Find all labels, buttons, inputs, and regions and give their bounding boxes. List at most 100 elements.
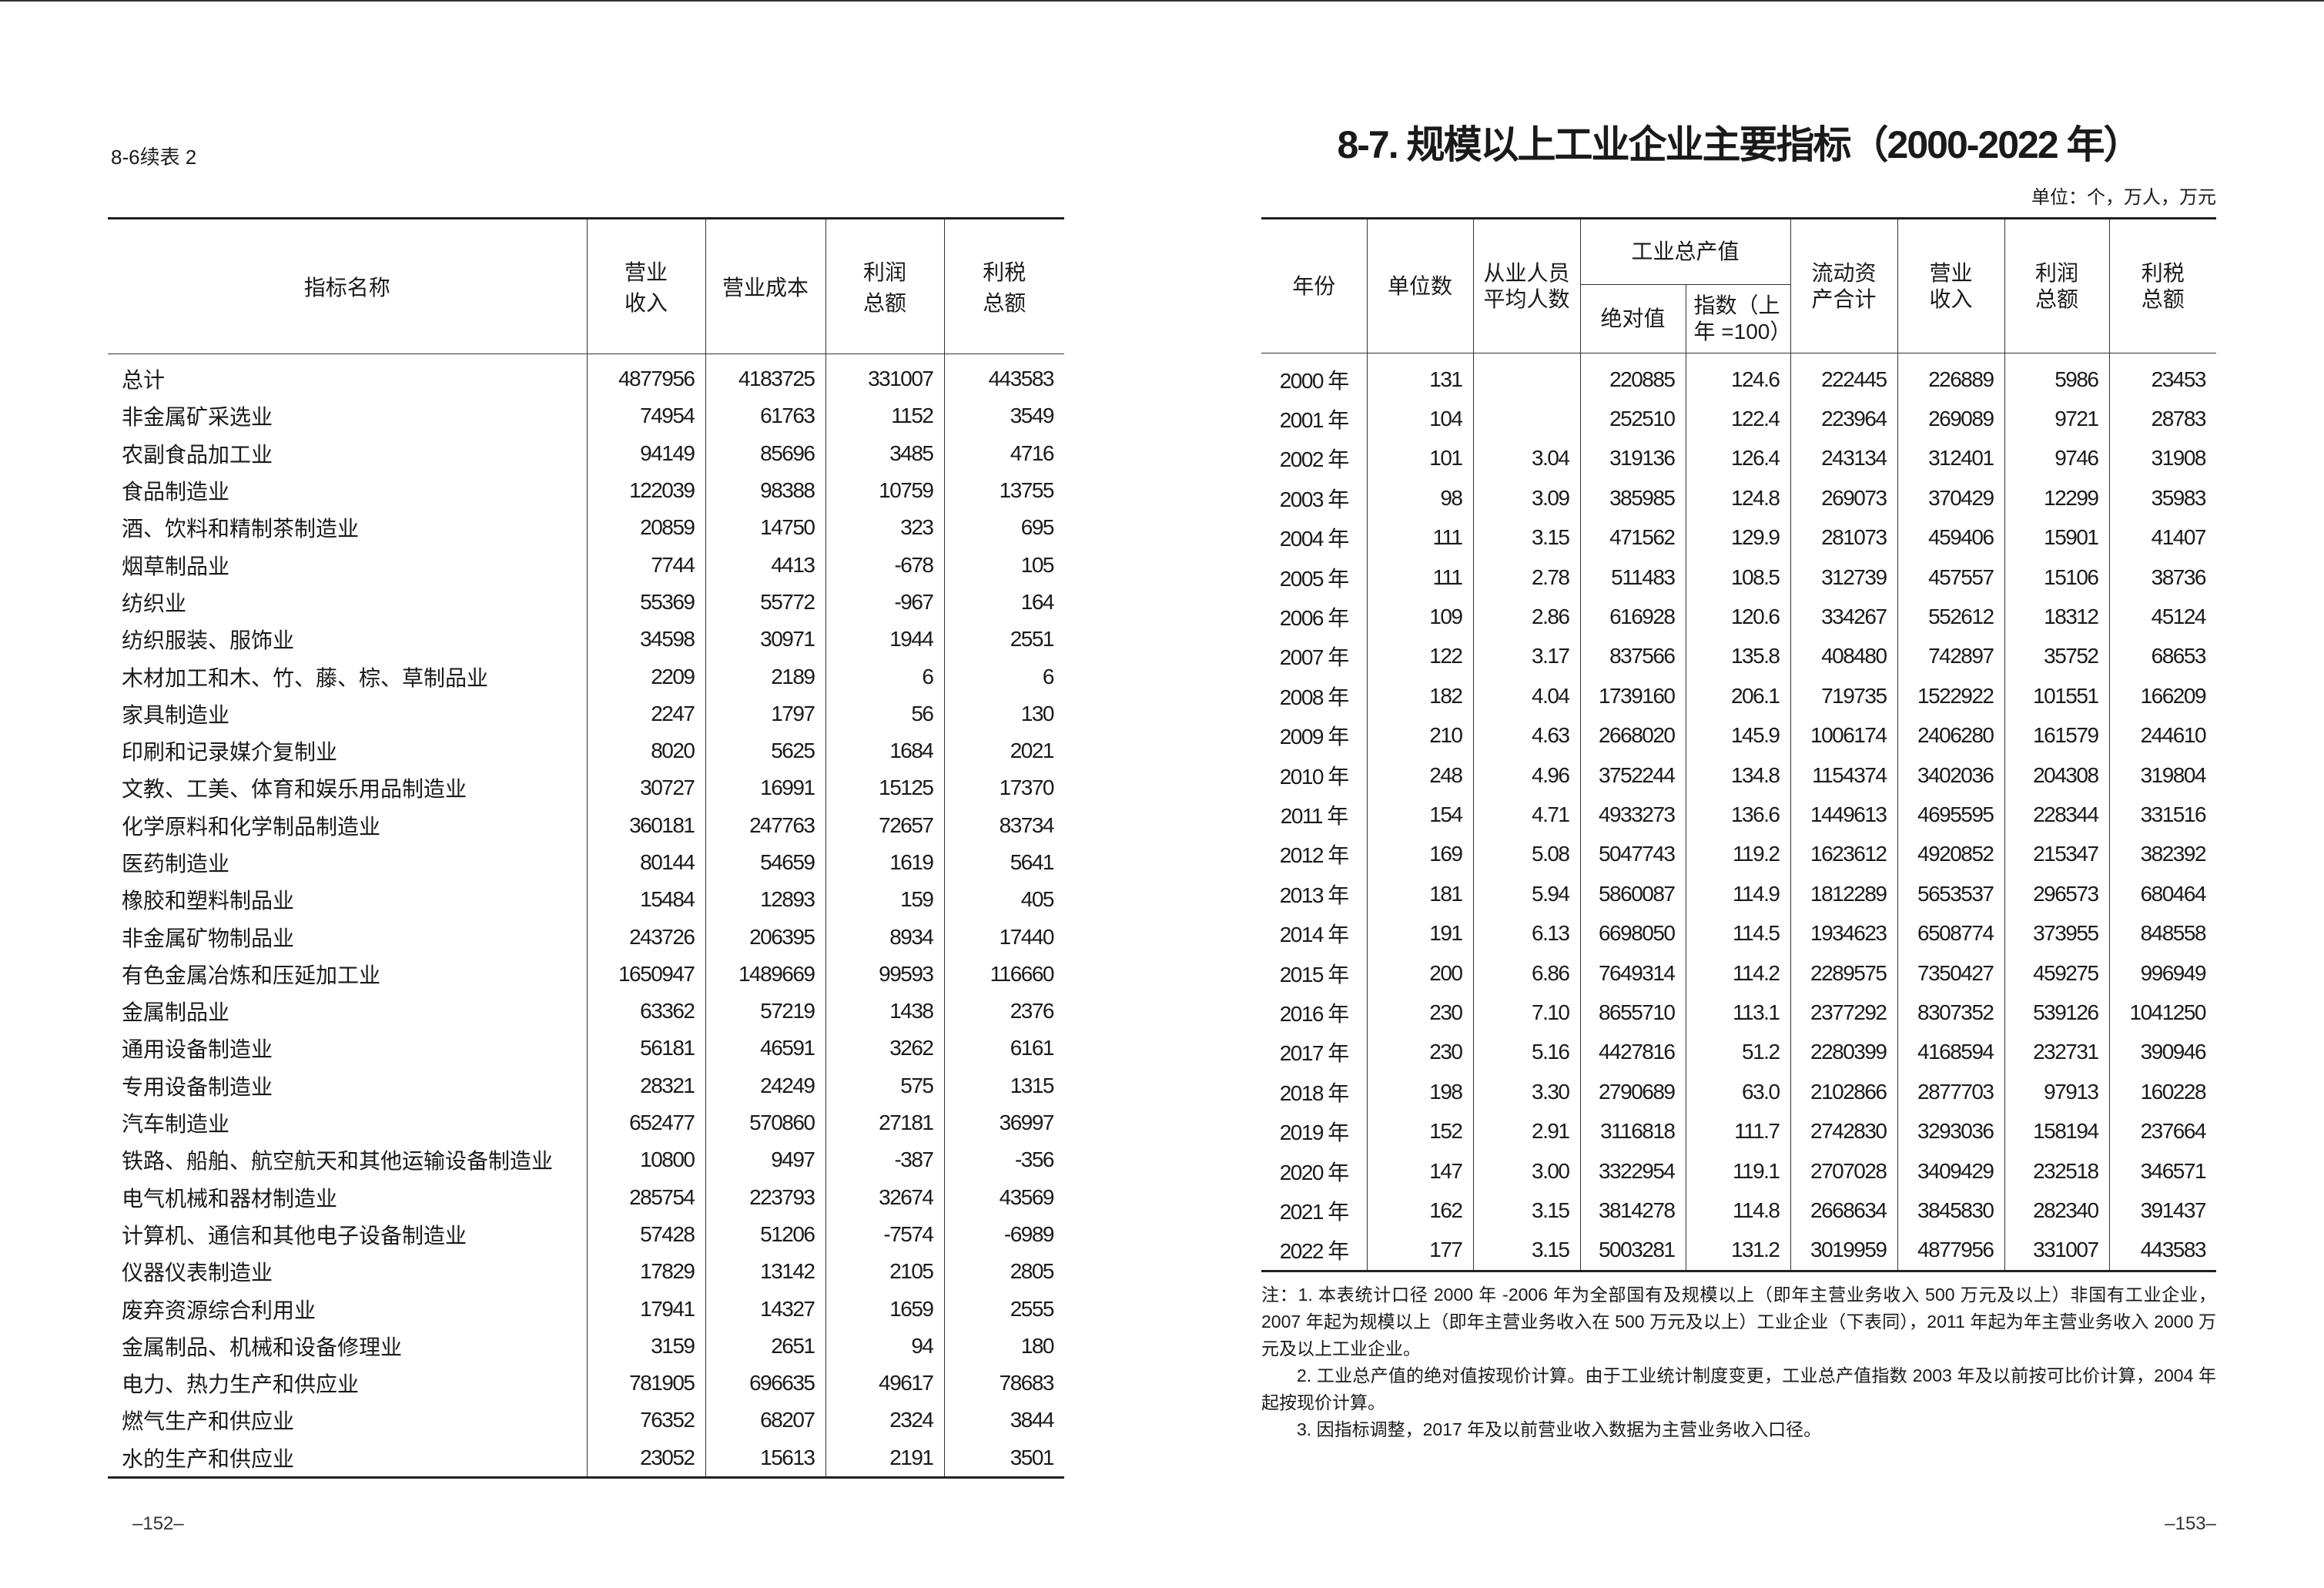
cell-current-assets: 243134 bbox=[1790, 438, 1898, 479]
cell-profit: 10759 bbox=[825, 471, 944, 510]
cell-gross-output-absolute: 385985 bbox=[1579, 478, 1686, 518]
cell-profit-tax: 4716 bbox=[943, 434, 1064, 472]
cell-revenue: 226889 bbox=[1897, 360, 2005, 400]
table-row: 2018 年 198 3.30 2790689 63.0 2102866 2877703 97… bbox=[1261, 1072, 2217, 1112]
cell-employees: 3.15 bbox=[1472, 1230, 1580, 1271]
cell-profit-tax: 38736 bbox=[2108, 557, 2217, 598]
cell-units: 101 bbox=[1366, 438, 1473, 479]
cell-profit-tax: 68653 bbox=[2108, 636, 2217, 677]
cell-cost: 9497 bbox=[705, 1141, 825, 1179]
cell-cost: 206395 bbox=[705, 918, 825, 956]
cell-gross-output-index: 124.8 bbox=[1685, 478, 1791, 518]
cell-profit-tax: 2376 bbox=[943, 993, 1064, 1030]
cell-year: 2016 年 bbox=[1279, 1001, 1350, 1026]
table-row: 2013 年 181 5.94 5860087 114.9 1812289 5653537 2… bbox=[1261, 874, 2217, 914]
header-employees: 从业人员 平均人数 bbox=[1472, 218, 1580, 353]
table-row: 2022 年 177 3.15 5003281 131.2 3019959 4877956 3… bbox=[1261, 1230, 2217, 1271]
cell-revenue: 122039 bbox=[586, 471, 705, 510]
cell-profit: 49617 bbox=[825, 1365, 944, 1402]
cell-revenue: 552612 bbox=[1897, 597, 2005, 637]
cell-revenue: 2209 bbox=[586, 658, 705, 695]
cell-cost: 85696 bbox=[705, 434, 825, 472]
cell-cost: 68207 bbox=[705, 1402, 825, 1439]
cell-cost: 57219 bbox=[705, 993, 825, 1030]
cell-units: 198 bbox=[1366, 1072, 1473, 1112]
table-row: 2017 年 230 5.16 4427816 51.2 2280399 4168594 23… bbox=[1261, 1032, 2217, 1073]
cell-units: 162 bbox=[1366, 1191, 1473, 1231]
cell-profit-tax: -6989 bbox=[943, 1215, 1064, 1254]
cell-cost: 55772 bbox=[705, 583, 825, 621]
cell-indicator-name: 总计 bbox=[122, 368, 166, 393]
cell-profit-tax: 105 bbox=[943, 546, 1064, 584]
cell-cost: 61763 bbox=[705, 397, 825, 435]
cell-gross-output-index: 51.2 bbox=[1685, 1032, 1791, 1073]
cell-gross-output-index: 113.1 bbox=[1685, 993, 1791, 1033]
cell-employees: 3.04 bbox=[1472, 438, 1580, 479]
cell-revenue: 5653537 bbox=[1897, 874, 2005, 914]
cell-cost: 1797 bbox=[705, 695, 825, 732]
cell-revenue: 30727 bbox=[586, 769, 705, 807]
cell-revenue: 4877956 bbox=[1897, 1230, 2005, 1271]
cell-employees: 3.17 bbox=[1472, 636, 1580, 677]
cell-indicator-name: 水的生产和供应业 bbox=[122, 1446, 295, 1471]
cell-profit: 15901 bbox=[2004, 518, 2110, 558]
cell-employees: 4.04 bbox=[1472, 676, 1580, 716]
cell-units: 210 bbox=[1366, 715, 1473, 755]
cell-gross-output-absolute: 2790689 bbox=[1579, 1072, 1686, 1112]
cell-profit: 228344 bbox=[2004, 795, 2110, 835]
header-cost: 营业成本 bbox=[705, 218, 825, 354]
cell-employees bbox=[1472, 399, 1580, 439]
cell-profit-tax: 28783 bbox=[2108, 399, 2217, 439]
cell-revenue: 285754 bbox=[586, 1178, 705, 1216]
cell-profit-tax: 17370 bbox=[943, 769, 1064, 807]
cell-revenue: 7350427 bbox=[1897, 953, 2005, 993]
cell-profit: 282340 bbox=[2004, 1191, 2110, 1231]
cell-gross-output-index: 111.7 bbox=[1685, 1111, 1791, 1151]
cell-year: 2006 年 bbox=[1279, 606, 1350, 631]
cell-gross-output-index: 126.4 bbox=[1685, 438, 1791, 479]
table-row: 2003 年 98 3.09 385985 124.8 269073 370429 12299… bbox=[1261, 478, 2217, 518]
cell-gross-output-index: 136.6 bbox=[1685, 795, 1791, 835]
cell-gross-output-absolute: 3752244 bbox=[1579, 755, 1686, 796]
spacer-row bbox=[108, 353, 1064, 360]
cell-gross-output-index: 114.9 bbox=[1685, 874, 1791, 914]
cell-employees: 3.30 bbox=[1472, 1072, 1580, 1112]
cell-cost: 51206 bbox=[705, 1215, 825, 1254]
cell-gross-output-index: 145.9 bbox=[1685, 715, 1791, 755]
header-absolute-value: 绝对值 bbox=[1579, 284, 1686, 353]
cell-profit: 1659 bbox=[825, 1290, 944, 1328]
cell-year: 2017 年 bbox=[1279, 1041, 1350, 1066]
cell-profit-tax: 78683 bbox=[943, 1365, 1064, 1402]
cell-revenue: 55369 bbox=[586, 583, 705, 621]
cell-indicator-name: 非金属矿采选业 bbox=[122, 405, 273, 430]
table-row: 印刷和记录媒介复制业 8020 5625 1684 2021 bbox=[108, 732, 1064, 770]
cell-cost: 696635 bbox=[705, 1365, 825, 1402]
cell-revenue: 15484 bbox=[586, 881, 705, 919]
cell-profit: 99593 bbox=[825, 955, 944, 993]
cell-indicator-name: 电力、热力生产和供应业 bbox=[122, 1372, 360, 1397]
cell-current-assets: 1812289 bbox=[1790, 874, 1898, 914]
cell-profit-tax: 164 bbox=[943, 583, 1064, 621]
cell-cost: 2189 bbox=[705, 658, 825, 695]
cell-indicator-name: 非金属矿物制品业 bbox=[122, 926, 295, 950]
cell-revenue: 20859 bbox=[586, 509, 705, 547]
header-year: 年份 bbox=[1261, 218, 1367, 353]
table-row: 非金属矿采选业 74954 61763 1152 3549 bbox=[108, 397, 1064, 435]
header-revenue: 营业收入 bbox=[1897, 218, 2005, 353]
cell-profit-tax: 331516 bbox=[2108, 795, 2217, 835]
cell-employees: 7.10 bbox=[1472, 993, 1580, 1033]
cell-employees: 5.16 bbox=[1472, 1032, 1580, 1073]
cell-gross-output-absolute: 3322954 bbox=[1579, 1151, 1686, 1191]
cell-revenue: 6508774 bbox=[1897, 913, 2005, 953]
cell-profit: 35752 bbox=[2004, 636, 2110, 677]
table-row: 铁路、船舶、航空航天和其他运输设备制造业 10800 9497 -387 -356 bbox=[108, 1141, 1064, 1179]
page-title: 8-7. 规模以上工业企业主要指标（2000-2022 年） bbox=[1337, 123, 2141, 166]
cell-gross-output-index: 108.5 bbox=[1685, 557, 1791, 598]
cell-profit-tax: 130 bbox=[943, 695, 1064, 732]
table-notes: 注：1. 本表统计口径 2000 年 -2006 年为全部国有及规模以上（即年主… bbox=[1261, 1281, 2216, 1443]
cell-revenue: 94149 bbox=[586, 434, 705, 472]
cell-profit: -387 bbox=[825, 1141, 944, 1179]
cell-indicator-name: 化学原料和化学制品制造业 bbox=[122, 814, 381, 839]
table-row: 有色金属冶炼和压延加工业 1650947 1489669 99593 116660 bbox=[108, 955, 1064, 993]
cell-revenue: 4168594 bbox=[1897, 1032, 2005, 1073]
